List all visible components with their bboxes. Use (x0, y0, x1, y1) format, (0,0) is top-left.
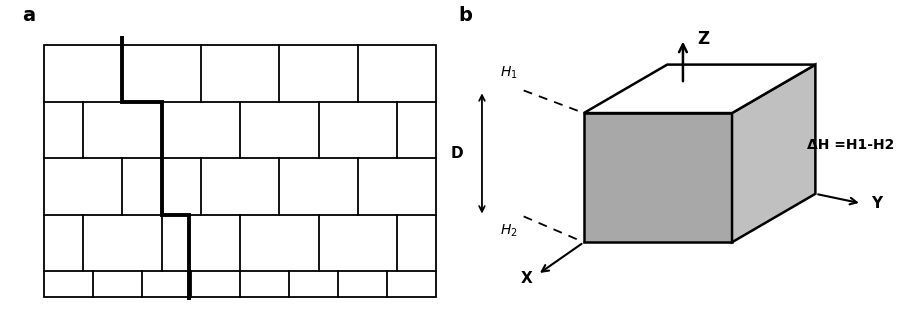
Text: Y: Y (871, 196, 882, 211)
Text: $H_2$: $H_2$ (500, 223, 518, 239)
Polygon shape (584, 113, 732, 242)
Polygon shape (732, 65, 815, 242)
Text: X: X (521, 271, 533, 286)
Text: D: D (450, 146, 463, 161)
Text: a: a (23, 6, 35, 26)
Text: ΔH =H1-H2: ΔH =H1-H2 (806, 138, 894, 152)
Polygon shape (584, 65, 815, 113)
Bar (44, 45, 437, 297)
Text: b: b (459, 6, 473, 26)
Text: $H_1$: $H_1$ (500, 64, 518, 81)
Text: Z: Z (696, 30, 709, 48)
